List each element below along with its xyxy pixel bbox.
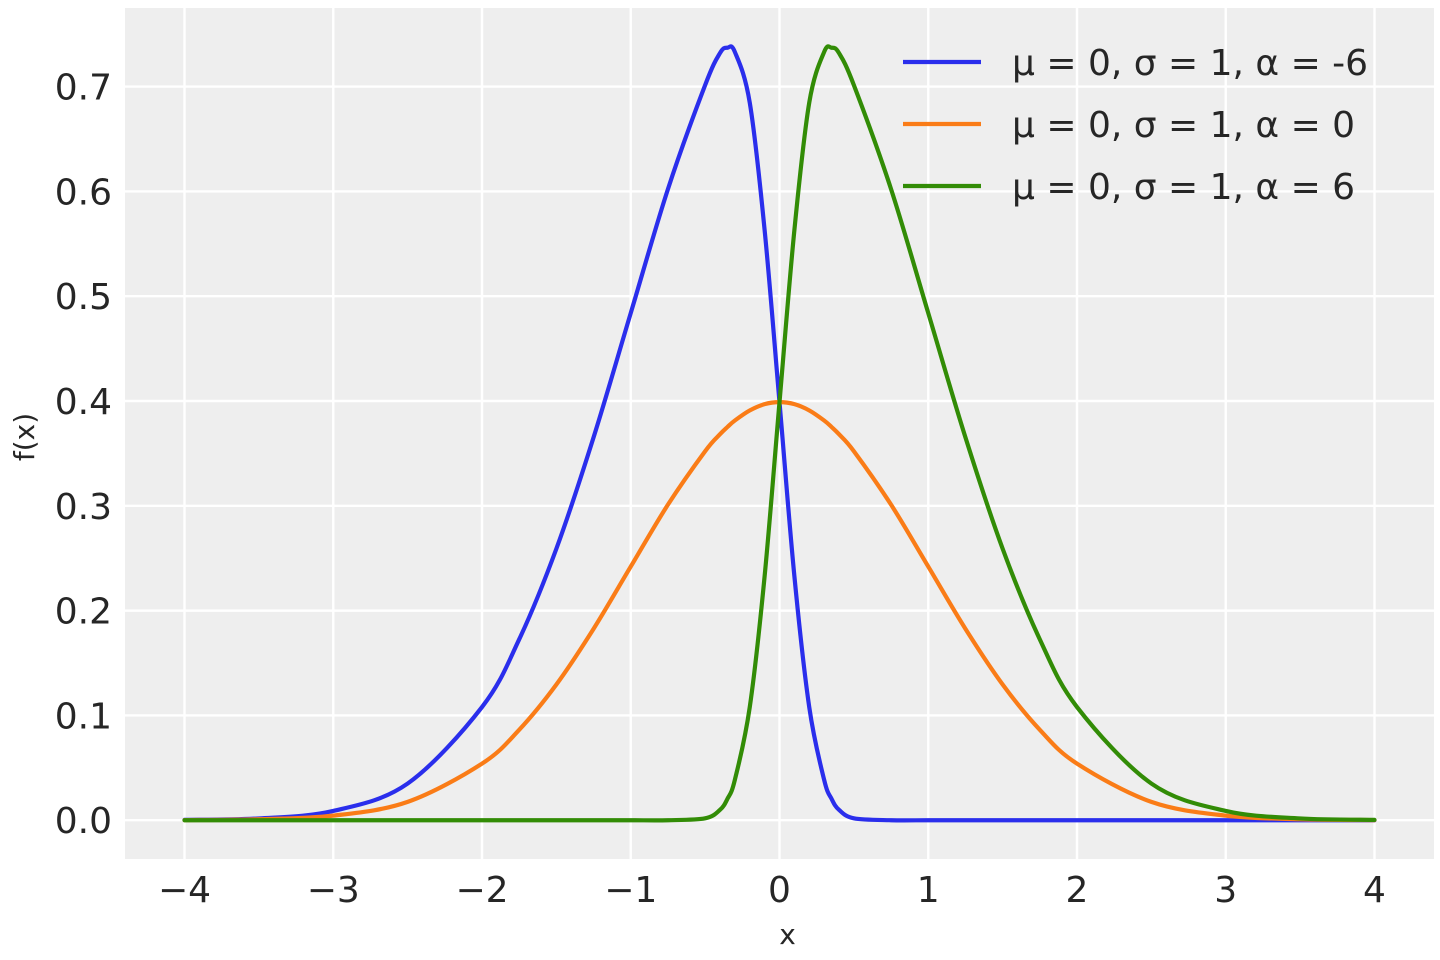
- y-tick-label: 0.0: [55, 801, 112, 842]
- legend-label-1: μ = 0, σ = 1, α = -6: [1012, 43, 1368, 84]
- y-tick-label: 0.7: [55, 68, 112, 109]
- x-tick-label: −4: [158, 870, 211, 911]
- x-tick-label: 3: [1214, 870, 1237, 911]
- x-tick-label: −1: [604, 870, 657, 911]
- legend: μ = 0, σ = 1, α = -6 μ = 0, σ = 1, α = 0 μ…: [903, 43, 1368, 208]
- x-tick-label: 2: [1066, 870, 1089, 911]
- x-tick-label: 4: [1363, 870, 1386, 911]
- y-tick-label: 0.6: [55, 172, 112, 213]
- x-axis-label: x: [779, 918, 796, 951]
- y-tick-label: 0.5: [55, 277, 112, 318]
- x-tick-label: −2: [455, 870, 508, 911]
- y-tick-label: 0.3: [55, 487, 112, 528]
- series-line-1: [182, 44, 1377, 823]
- y-axis-label: f(x): [8, 413, 41, 461]
- legend-label-3: μ = 0, σ = 1, α = 6: [1012, 167, 1355, 208]
- y-tick-label: 0.1: [55, 696, 112, 737]
- y-tick-label: 0.4: [55, 382, 112, 423]
- x-tick-label: −3: [307, 870, 360, 911]
- legend-label-2: μ = 0, σ = 1, α = 0: [1012, 105, 1355, 146]
- y-tick-label: 0.2: [55, 592, 112, 633]
- x-tick-labels: −4 −3 −2 −1 0 1 2 3 4: [158, 870, 1386, 911]
- x-tick-label: 0: [768, 870, 791, 911]
- y-tick-labels: 0.0 0.1 0.2 0.3 0.4 0.5 0.6 0.7: [55, 68, 112, 843]
- x-tick-label: 1: [917, 870, 940, 911]
- series-line-3: [182, 44, 1377, 823]
- series-layer: [182, 44, 1377, 823]
